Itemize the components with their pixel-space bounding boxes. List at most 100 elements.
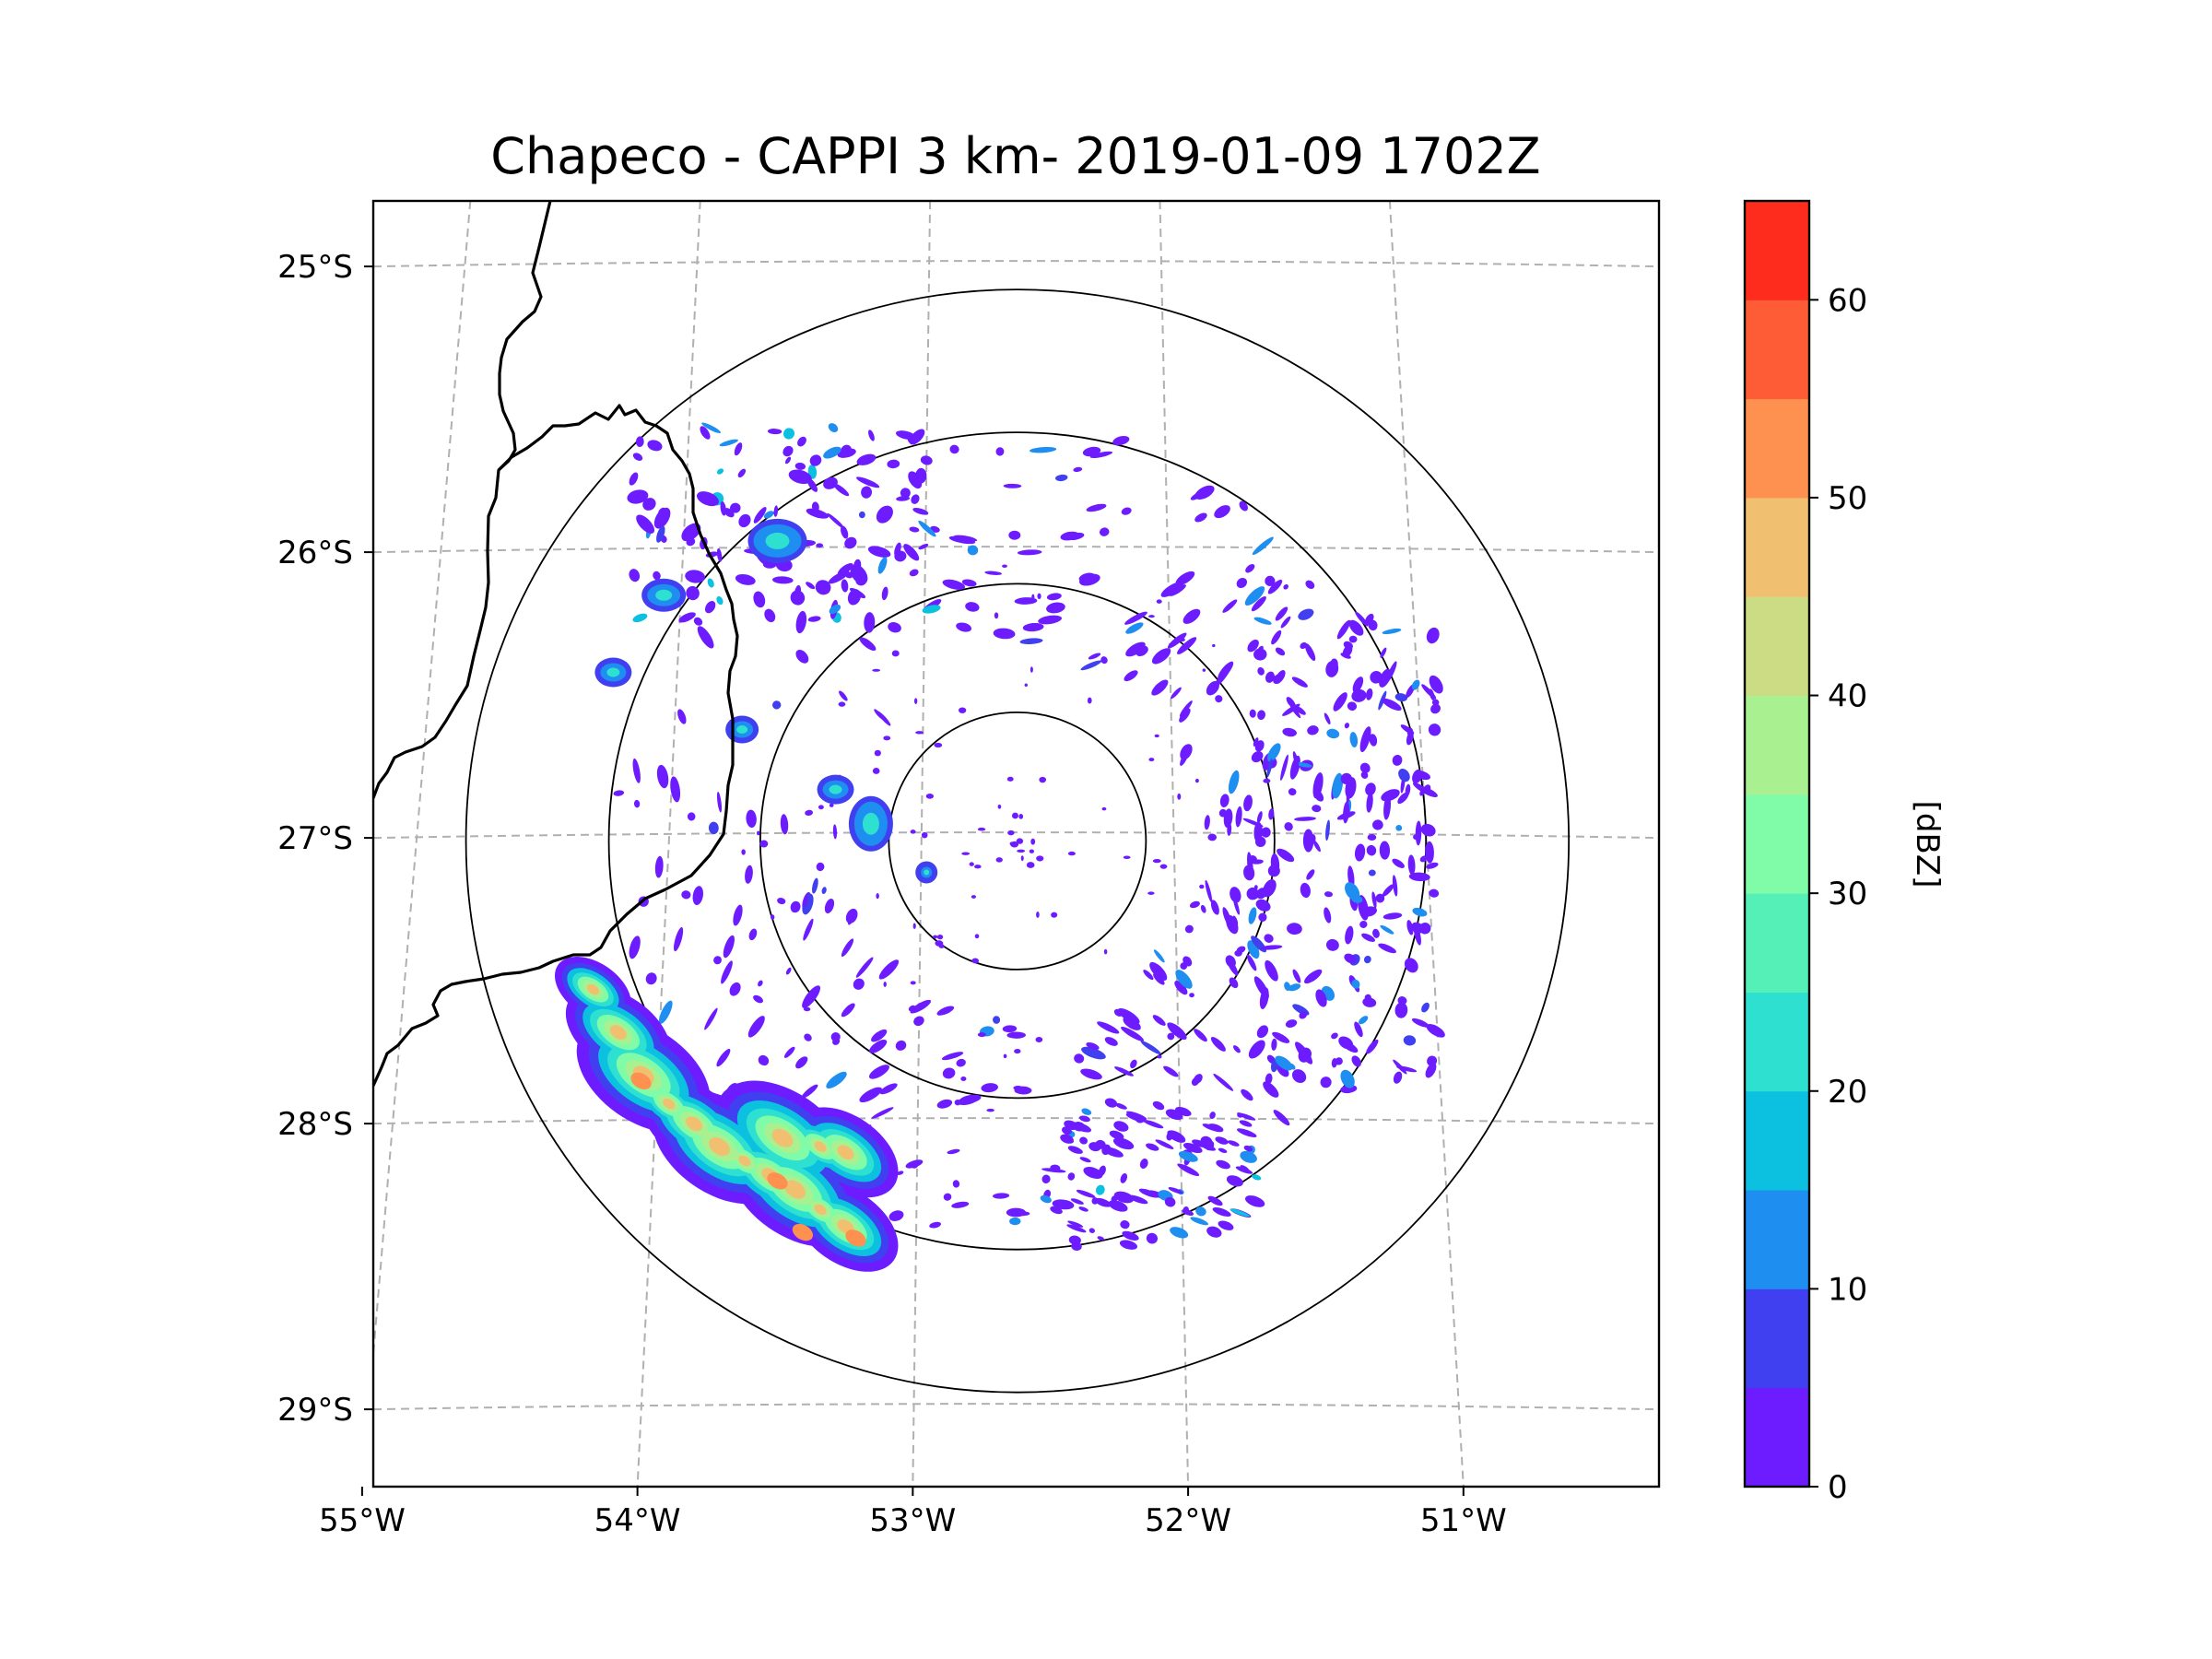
- echo-speck: [1164, 1196, 1176, 1207]
- echo-speck: [1101, 806, 1107, 811]
- echo-speck: [1081, 1046, 1106, 1060]
- echo-speck: [1411, 922, 1424, 934]
- echo-speck: [883, 735, 891, 741]
- echo-speck: [1320, 1077, 1332, 1088]
- echo-speck: [1017, 549, 1042, 556]
- echo-speck: [678, 612, 696, 623]
- echo-speck: [632, 453, 643, 461]
- echo-speck: [1086, 1042, 1100, 1051]
- echo-speck: [1268, 808, 1275, 820]
- echo-speck: [894, 542, 901, 557]
- echo-speck: [1066, 1224, 1087, 1233]
- echo-speck: [1177, 1163, 1200, 1177]
- echo-speck: [1247, 639, 1259, 653]
- echo-speck: [1265, 959, 1278, 982]
- echo-speck: [1256, 811, 1263, 824]
- echo-speck: [704, 601, 716, 614]
- echo-speck: [1159, 864, 1168, 869]
- echo-cell-core: [924, 869, 930, 876]
- echo-speck: [1228, 770, 1240, 794]
- echo-speck: [1347, 701, 1358, 712]
- echo-speck: [1378, 943, 1396, 954]
- echo-speck: [1113, 1008, 1124, 1017]
- range-ring-2: [759, 582, 1276, 1100]
- echo-speck: [936, 1006, 955, 1016]
- echo-speck: [1425, 841, 1434, 864]
- echo-speck: [1355, 611, 1369, 627]
- echo-speck: [1094, 1197, 1112, 1207]
- echo-speck: [685, 570, 705, 583]
- echo-speck: [1177, 638, 1185, 642]
- echo-speck: [1340, 653, 1351, 659]
- echo-speck: [1104, 1098, 1118, 1108]
- echo-speck: [868, 429, 875, 441]
- echo-speck: [1326, 728, 1340, 739]
- chart-title: Chapeco - CAPPI 3 km- 2019-01-09 1702Z: [490, 127, 1540, 185]
- echo-speck: [1366, 1039, 1379, 1054]
- echo-speck: [1324, 891, 1333, 898]
- echo-speck: [1212, 643, 1216, 648]
- y-tick-label: 26°S: [277, 535, 353, 571]
- echo-speck: [758, 1054, 770, 1066]
- echo-speck: [788, 469, 812, 485]
- echo-speck: [1022, 622, 1044, 632]
- echo-speck: [713, 956, 722, 965]
- squall-line-peak: [845, 1230, 866, 1247]
- echo-speck: [1266, 743, 1281, 762]
- echo-speck: [1256, 1025, 1269, 1039]
- echo-speck: [756, 830, 760, 836]
- echo-speck: [1263, 1081, 1279, 1098]
- echo-speck: [809, 454, 822, 466]
- echo-speck: [1089, 451, 1113, 459]
- echo-speck: [1315, 989, 1327, 1007]
- echo-speck: [1363, 955, 1371, 964]
- echo-speck: [763, 511, 774, 519]
- echo-speck: [1076, 1189, 1096, 1198]
- echo-speck: [903, 544, 920, 561]
- y-tick-label: 27°S: [277, 820, 353, 857]
- echo-speck: [1155, 1139, 1174, 1149]
- echo-speck: [915, 731, 924, 735]
- echo-speck: [1088, 1228, 1096, 1233]
- squall-line-peak: [792, 1223, 814, 1241]
- echo-speck: [1407, 854, 1416, 876]
- echo-speck: [1408, 872, 1430, 882]
- echo-speck: [1041, 1168, 1066, 1173]
- echo-speck: [632, 758, 641, 783]
- echo-speck: [1392, 875, 1398, 897]
- echo-speck: [830, 1031, 841, 1042]
- echo-speck: [1385, 661, 1397, 683]
- echo-speck: [1291, 677, 1308, 688]
- echo-speck: [1103, 948, 1108, 955]
- echo-speck: [681, 523, 701, 542]
- echo-speck: [1002, 564, 1007, 569]
- echo-speck: [1124, 670, 1138, 682]
- echo-speck: [832, 483, 850, 497]
- echo-speck: [888, 622, 901, 633]
- echo-speck: [1265, 1073, 1273, 1085]
- echo-cell-core: [606, 667, 620, 677]
- echo-speck: [803, 918, 814, 941]
- echo-speck: [1119, 1240, 1137, 1250]
- echo-speck: [1264, 934, 1274, 943]
- echo-speck: [677, 709, 687, 724]
- echo-speck: [1216, 1159, 1230, 1170]
- echo-speck: [841, 579, 849, 593]
- echo-speck: [1340, 1069, 1355, 1088]
- echo-speck: [1230, 1208, 1250, 1218]
- echo-speck: [716, 595, 724, 606]
- echo-speck: [897, 1171, 904, 1175]
- echo-speck: [1189, 900, 1200, 909]
- echo-speck: [696, 491, 719, 507]
- echo-speck: [1099, 527, 1110, 536]
- colorbar-level-25: [1745, 893, 1809, 993]
- echo-speck: [1366, 844, 1377, 856]
- echo-speck: [1351, 979, 1360, 989]
- echo-speck: [1108, 1200, 1128, 1212]
- echo-speck: [747, 1016, 765, 1038]
- echo-speck: [1332, 772, 1344, 799]
- echo-speck: [1235, 806, 1242, 828]
- echo-speck: [1160, 582, 1183, 597]
- echo-speck: [803, 1006, 811, 1012]
- echo-speck: [1426, 1023, 1445, 1038]
